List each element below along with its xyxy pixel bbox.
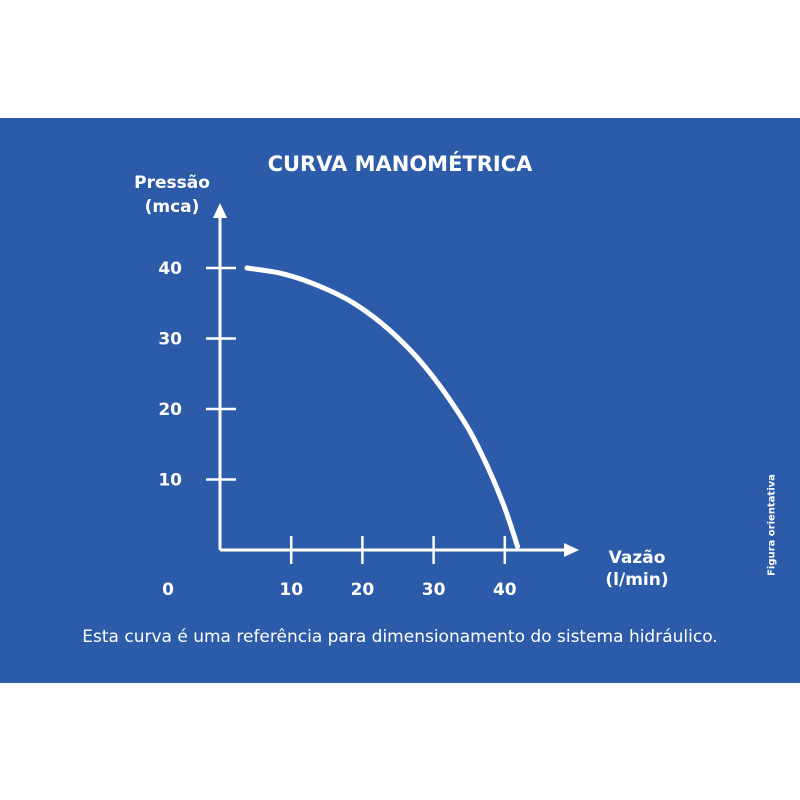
y-tick-label: 30 xyxy=(158,330,182,350)
y-tick-label: 40 xyxy=(158,259,182,279)
chart-title: CURVA MANOMÉTRICA xyxy=(268,151,534,176)
caption: Esta curva é uma referência para dimensi… xyxy=(82,627,718,647)
x-tick-label: 40 xyxy=(493,580,517,600)
x-axis-arrow-icon xyxy=(564,543,579,557)
y-tick-label: 20 xyxy=(158,400,182,420)
x-axis-label-line2: (l/min) xyxy=(605,570,668,590)
x-axis-label-line1: Vazão xyxy=(609,548,666,568)
y-axis-label-line2: (mca) xyxy=(145,197,200,217)
y-tick-label: 10 xyxy=(158,471,182,491)
origin-label: 0 xyxy=(162,580,174,600)
x-tick-label: 20 xyxy=(351,580,375,600)
x-tick-label: 30 xyxy=(422,580,446,600)
side-note: Figura orientativa xyxy=(766,474,778,576)
y-axis-label-line1: Pressão xyxy=(134,173,210,193)
x-tick-label: 10 xyxy=(279,580,303,600)
y-ticks: 10 20 30 40 xyxy=(158,259,236,491)
chart-panel xyxy=(0,118,800,683)
y-axis-arrow-icon xyxy=(213,203,227,218)
x-ticks: 10 20 30 40 xyxy=(279,536,517,600)
series-line xyxy=(244,265,521,549)
